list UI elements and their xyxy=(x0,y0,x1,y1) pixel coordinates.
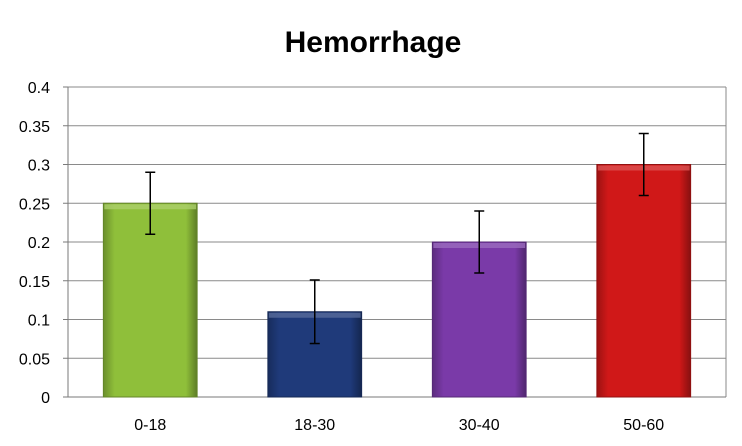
x-tick-label: 18-30 xyxy=(294,417,335,434)
y-tick-label: 0.2 xyxy=(28,235,50,252)
x-tick-labels: 0-18 18-30 30-40 50-60 xyxy=(134,417,664,434)
y-tick-labels: 0 0.05 0.1 0.15 0.2 0.25 0.3 0.35 0.4 xyxy=(19,80,50,407)
chart-title: Hemorrhage xyxy=(285,26,462,59)
x-tick-label: 50-60 xyxy=(623,417,664,434)
bar xyxy=(102,202,198,398)
y-tick-label: 0.4 xyxy=(28,80,50,97)
error-bars xyxy=(145,132,649,345)
y-tick-label: 0.35 xyxy=(19,119,50,136)
x-tick-label: 30-40 xyxy=(459,417,500,434)
y-tick-label: 0.05 xyxy=(19,351,50,368)
y-tick-label: 0.3 xyxy=(28,158,50,175)
x-tick-label: 0-18 xyxy=(134,417,166,434)
y-tick-label: 0.25 xyxy=(19,196,50,213)
y-tick-label: 0.15 xyxy=(19,274,50,291)
bar xyxy=(267,311,363,398)
y-tick-label: 0 xyxy=(41,390,50,407)
bar xyxy=(596,164,692,398)
y-tick-label: 0.1 xyxy=(28,313,50,330)
